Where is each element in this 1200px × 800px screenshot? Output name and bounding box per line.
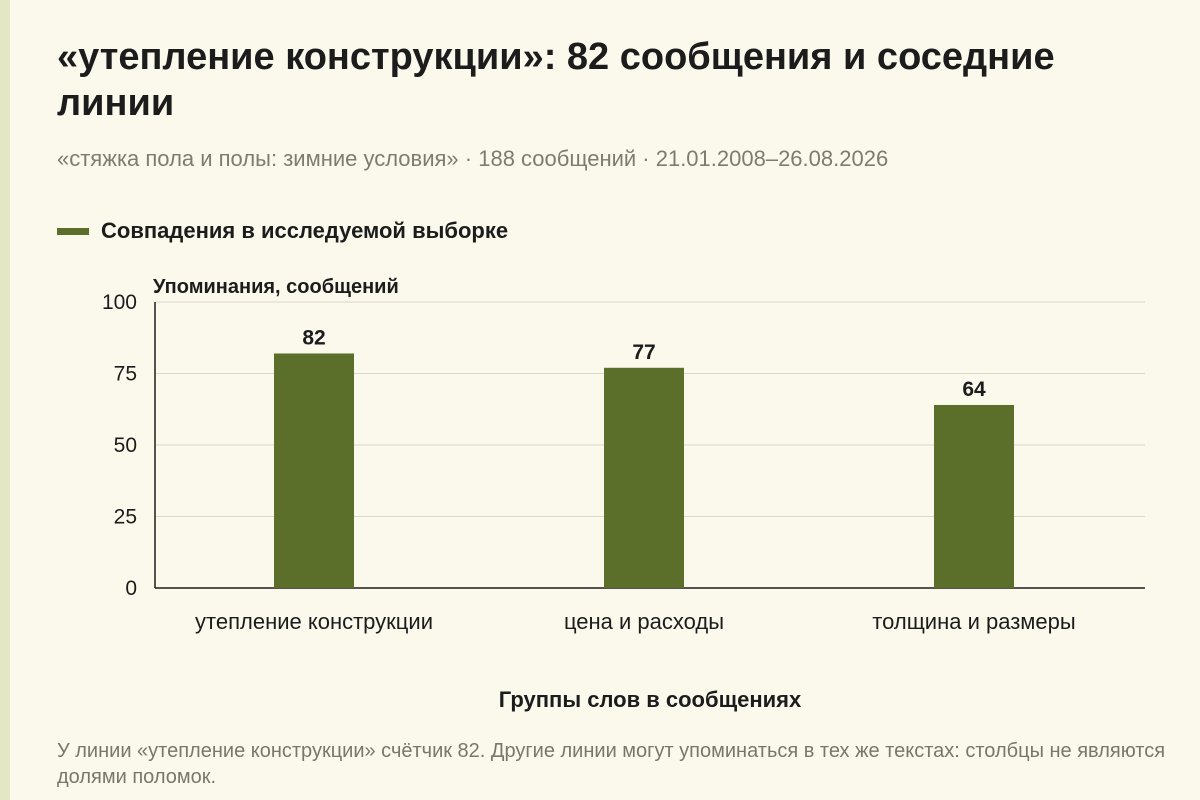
data-label: 64 (962, 378, 986, 401)
data-label: 82 (302, 326, 325, 349)
chart-footnote: У линии «утепление конструкции» счётчик … (57, 740, 1166, 788)
legend-label: Совпадения в исследуемой выборке (101, 218, 509, 243)
x-tick-label: толщина и размеры (872, 609, 1075, 634)
x-tick-label: цена и расходы (564, 609, 724, 634)
data-label: 77 (632, 341, 655, 364)
chart-legend: Совпадения в исследуемой выборке (57, 218, 508, 244)
bar (934, 404, 1014, 588)
x-tick-label: утепление конструкции (195, 609, 433, 634)
bar (274, 353, 354, 588)
y-tick-label: 0 (125, 577, 137, 600)
y-tick-label: 25 (114, 506, 137, 529)
page-subtitle: «стяжка пола и полы: зимние условия» · 1… (57, 146, 889, 171)
y-tick-label: 75 (114, 363, 137, 386)
legend-swatch (57, 227, 89, 235)
y-tick-label: 100 (102, 291, 137, 314)
left-accent-strip (0, 0, 10, 800)
bar (604, 367, 684, 588)
x-axis-label: Группы слов в сообщениях (499, 687, 802, 712)
y-axis-label: Упоминания, сообщений (153, 276, 399, 298)
page-title: «утепление конструкции»: 82 сообщения и … (57, 36, 1055, 124)
y-tick-label: 50 (114, 434, 137, 457)
